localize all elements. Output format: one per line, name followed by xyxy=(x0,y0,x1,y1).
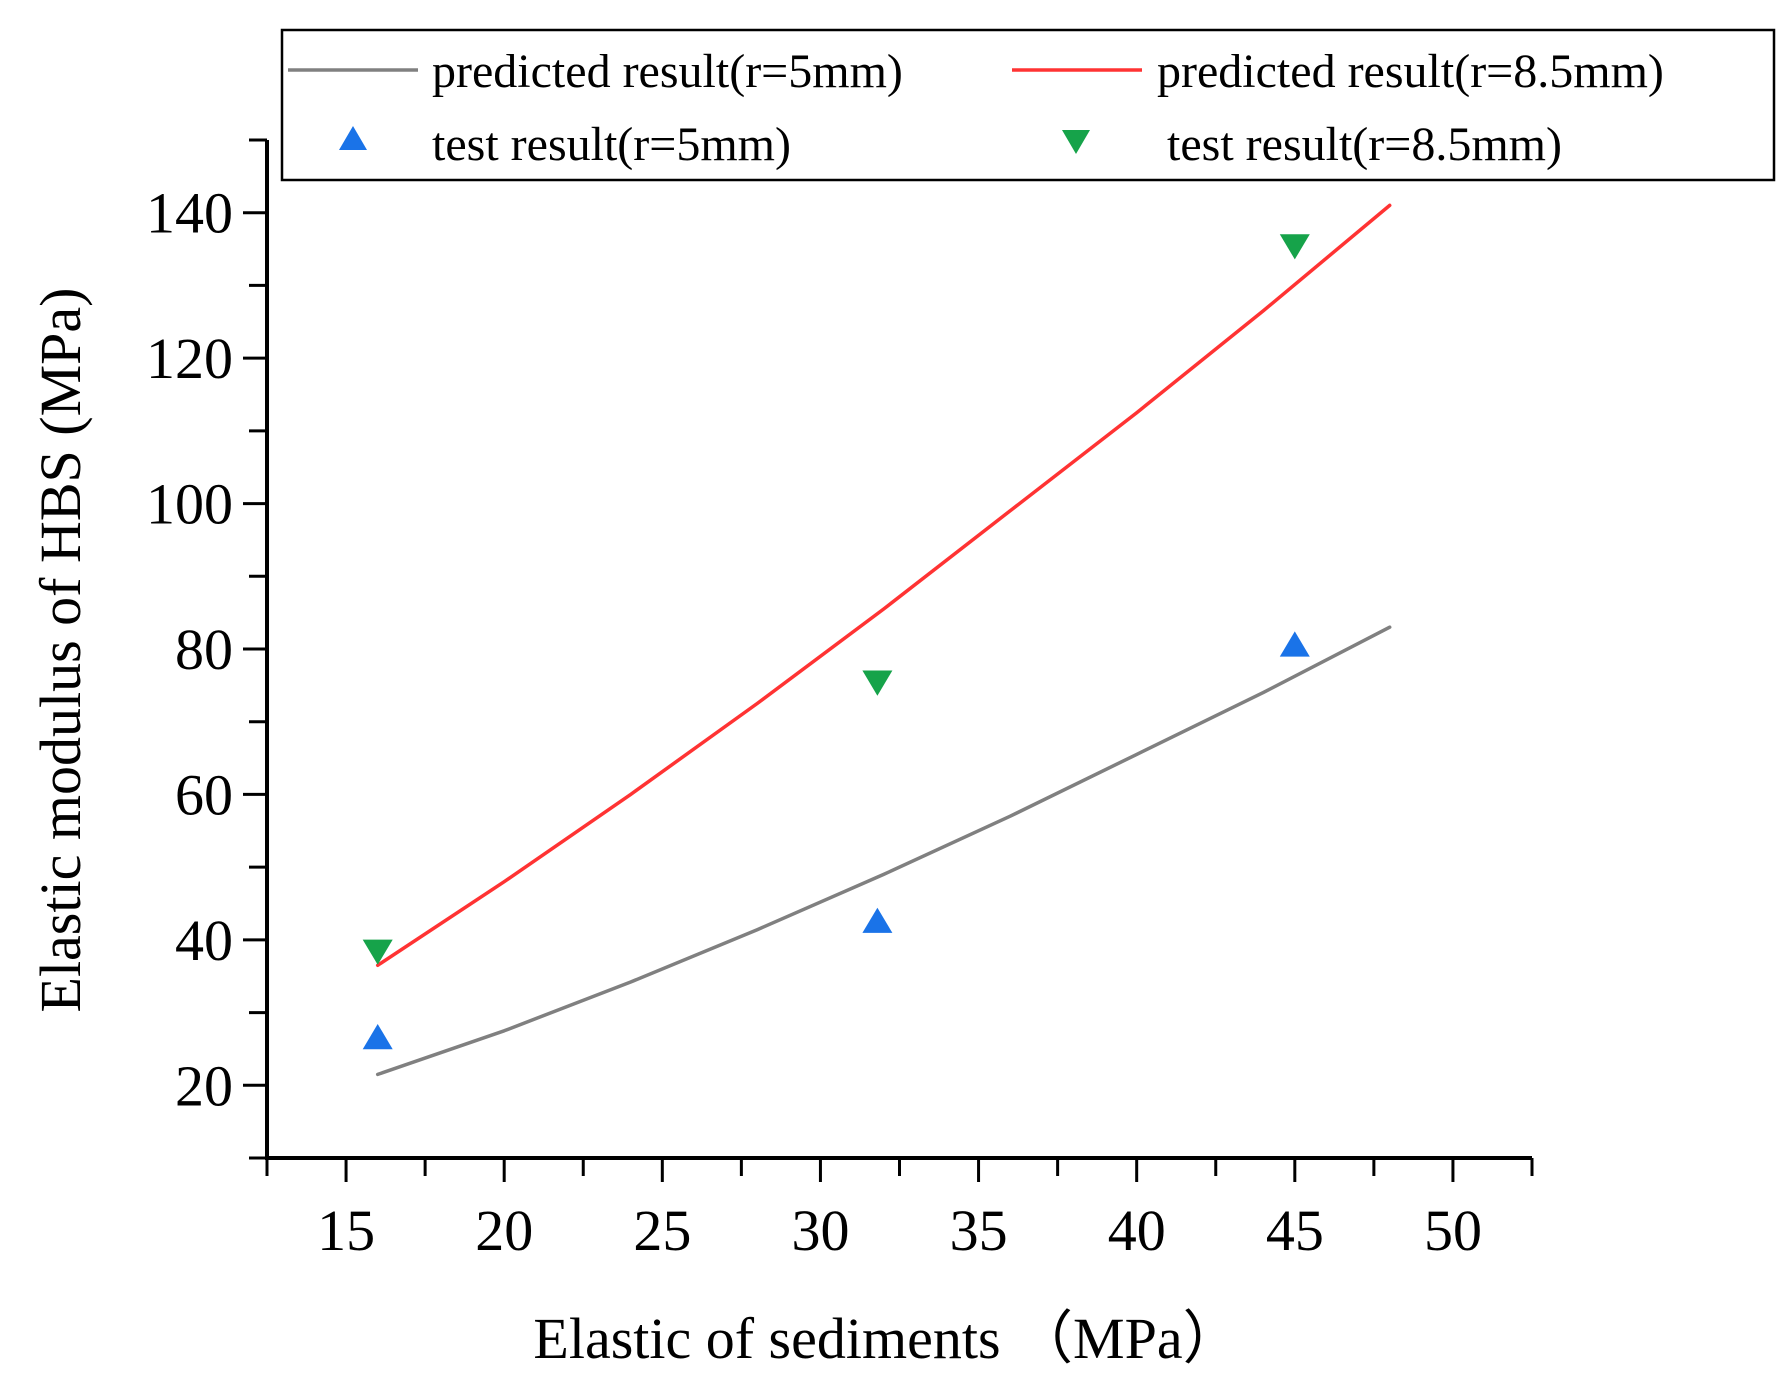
series-layer xyxy=(362,203,1392,1077)
series-line xyxy=(375,203,1392,968)
x-tick-label: 40 xyxy=(1108,1198,1166,1263)
axes: 20 40 60 80 100 120 140 15 20 25 30 35 40 45 50 xyxy=(146,138,1534,1263)
series-line xyxy=(375,625,1392,1077)
legend-label-predicted-r5: predicted result(r=5mm) xyxy=(432,45,903,98)
data-point xyxy=(1279,234,1310,260)
y-tick-label: 140 xyxy=(146,181,233,246)
data-point xyxy=(862,670,893,696)
x-tick-label: 20 xyxy=(475,1198,533,1263)
x-tick-label: 25 xyxy=(633,1198,691,1263)
data-point xyxy=(362,1024,393,1050)
series-2 xyxy=(362,631,1310,1050)
y-tick-label: 120 xyxy=(146,326,233,391)
series-3 xyxy=(362,234,1310,965)
data-point xyxy=(1279,631,1310,657)
legend-box xyxy=(280,28,1776,182)
y-axis-title: Elastic modulus of HBS (MPa) xyxy=(28,288,93,1013)
x-tick-label: 35 xyxy=(950,1198,1008,1263)
y-tick-label: 60 xyxy=(175,762,233,827)
legend-label-test-r5: test result(r=5mm) xyxy=(432,118,791,171)
y-tick-label: 20 xyxy=(175,1053,233,1118)
x-axis-title: Elastic of sediments （MPa） xyxy=(533,1306,1240,1371)
legend-label-predicted-r85: predicted result(r=8.5mm) xyxy=(1157,45,1664,98)
y-ticks: 20 40 60 80 100 120 140 xyxy=(146,138,267,1160)
series-0 xyxy=(375,625,1392,1077)
data-point xyxy=(362,939,393,965)
y-tick-label: 80 xyxy=(175,617,233,682)
x-tick-label: 50 xyxy=(1424,1198,1482,1263)
legend: predicted result(r=5mm) predicted result… xyxy=(280,28,1776,182)
x-tick-label: 45 xyxy=(1266,1198,1324,1263)
legend-label-test-r85: test result(r=8.5mm) xyxy=(1167,118,1562,171)
x-ticks: 15 20 25 30 35 40 45 50 xyxy=(265,1158,1534,1263)
series-1 xyxy=(375,203,1392,968)
x-tick-label: 15 xyxy=(317,1198,375,1263)
legend-swatch-test-r5 xyxy=(339,126,367,150)
y-tick-label: 40 xyxy=(175,908,233,973)
legend-swatch-test-r85 xyxy=(1062,130,1090,154)
y-tick-label: 100 xyxy=(146,472,233,537)
data-point xyxy=(862,907,893,933)
x-tick-label: 30 xyxy=(791,1198,849,1263)
